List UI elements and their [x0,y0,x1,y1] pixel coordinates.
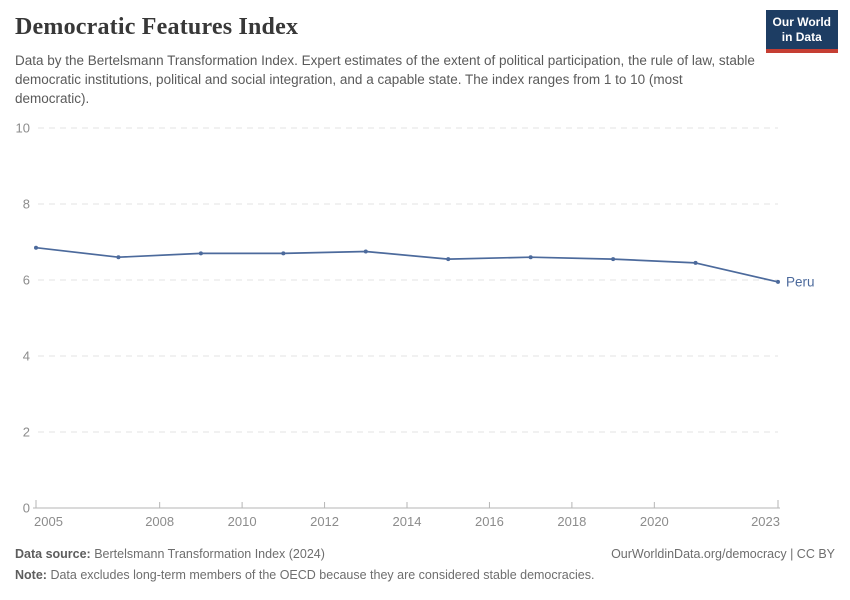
data-point[interactable] [198,251,203,256]
y-tick-label: 0 [23,501,30,516]
x-tick-label: 2023 [751,514,780,529]
y-tick-label: 6 [23,273,30,288]
x-tick-label: 2016 [475,514,504,529]
y-tick-label: 10 [16,121,30,136]
data-source-label: Data source: [15,547,91,561]
chart-subtitle: Data by the Bertelsmann Transformation I… [15,53,755,107]
data-point[interactable] [611,257,616,262]
y-tick-label: 8 [23,197,30,212]
x-tick-label: 2012 [310,514,339,529]
license-link[interactable]: OurWorldinData.org/democracy | CC BY [611,547,835,561]
owid-logo[interactable]: Our World in Data [765,10,838,53]
data-point[interactable] [281,251,286,256]
note-line: Note: Data excludes long-term members of… [15,568,835,582]
data-point[interactable] [693,260,698,265]
data-source-text: Bertelsmann Transformation Index (2024) [94,547,325,561]
x-tick-label: 2020 [640,514,669,529]
x-tick-label: 2008 [145,514,174,529]
series-end-label[interactable]: Peru [786,274,815,289]
series-line[interactable] [35,246,779,283]
data-point[interactable] [446,257,451,262]
owid-logo-line2: in Data [781,30,822,44]
note-text: Data excludes long-term members of the O… [50,568,595,582]
x-tick-label: 2005 [34,514,63,529]
data-point[interactable] [528,255,533,260]
chart-area[interactable]: 0 2 4 6 8 10 2005 2008 2010 2012 2014 2016 2018 2020 2… [0,115,850,535]
chart-title: Democratic Features Index [15,14,299,40]
y-tick-label: 4 [23,349,30,364]
data-point[interactable] [116,255,121,260]
owid-logo-line1: Our World [772,15,831,29]
data-point[interactable] [776,279,780,284]
y-tick-label: 2 [23,425,30,440]
chart-svg[interactable]: 0 2 4 6 8 10 2005 2008 2010 2012 2014 2016 2018 2020 2… [0,115,850,535]
note-label: Note: [15,568,47,582]
chart-footer: Data source: Bertelsmann Transformation … [15,547,835,582]
x-tick-label: 2018 [557,514,586,529]
x-tick-label: 2010 [228,514,257,529]
data-point[interactable] [363,249,368,254]
data-source-line: Data source: Bertelsmann Transformation … [15,547,325,561]
x-tick-label: 2014 [393,514,422,529]
data-point[interactable] [34,245,38,250]
